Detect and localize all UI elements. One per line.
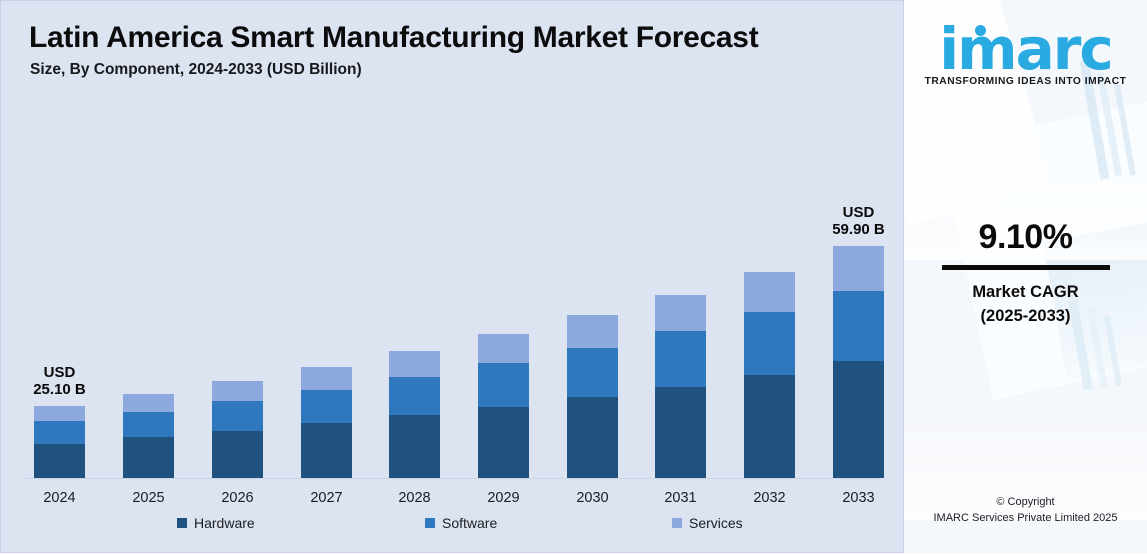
x-axis-label-2027: 2027 (310, 490, 343, 506)
stacked-bar[interactable] (389, 351, 440, 478)
legend-item-services[interactable]: Services (672, 515, 743, 531)
bar-group-2028: 2028 (389, 1, 440, 554)
bar-group-2027: 2027 (301, 1, 352, 554)
bar-segment-services-2027[interactable] (301, 366, 352, 390)
copyright-line-1: © Copyright (996, 496, 1055, 508)
x-axis-label-2024: 2024 (43, 490, 76, 506)
bar-segment-hardware-2029[interactable] (478, 406, 529, 478)
stacked-bar[interactable] (567, 314, 618, 478)
plot-area: 2024 USD 25.10 B 2025 2026 2027 2028 2029 2030 20… (1, 1, 905, 554)
chart-title: Latin America Smart Manufacturing Market… (29, 21, 759, 54)
bar-segment-services-2029[interactable] (478, 334, 529, 364)
stacked-bar[interactable] (212, 381, 263, 478)
copyright-line-2: IMARC Services Private Limited 2025 (933, 512, 1118, 524)
stacked-bar[interactable] (744, 271, 795, 478)
x-axis-label-2030: 2030 (576, 490, 609, 506)
bar-segment-hardware-2026[interactable] (212, 430, 263, 478)
bar-group-2024: 2024 USD 25.10 B (33, 1, 86, 554)
cagr-value: 9.10% (978, 218, 1073, 256)
cagr-divider (941, 265, 1110, 270)
value-label-amount: 59.90 B (832, 220, 885, 238)
x-axis-label-2026: 2026 (221, 490, 254, 506)
bar-group-2025: 2025 (123, 1, 174, 554)
background-artwork (904, 0, 1147, 553)
bar-segment-services-2028[interactable] (389, 351, 440, 377)
stacked-bar[interactable] (655, 294, 706, 478)
chart-subtitle: Size, By Component, 2024-2033 (USD Billi… (30, 61, 362, 78)
bar-segment-software-2033[interactable] (833, 291, 884, 362)
chart-legend: Hardware Software Services (1, 513, 905, 537)
value-label-2024: USD 25.10 B (4, 364, 115, 398)
bar-segment-software-2031[interactable] (655, 331, 706, 387)
stacked-bar[interactable] (301, 366, 352, 478)
brand-panel: imarc TRANSFORMING IDEAS INTO IMPACT 9.1… (904, 0, 1147, 553)
value-label-unit: USD (43, 364, 76, 382)
legend-label-software: Software (442, 515, 498, 531)
stacked-bar[interactable] (123, 394, 174, 478)
stacked-bar[interactable] (833, 245, 884, 478)
x-axis-label-2033: 2033 (842, 490, 875, 506)
cagr-period: (2025-2033) (980, 307, 1071, 325)
bar-segment-services-2032[interactable] (744, 271, 795, 313)
bar-segment-services-2030[interactable] (567, 314, 618, 348)
bar-group-2030: 2030 (567, 1, 618, 554)
bar-segment-services-2025[interactable] (123, 394, 174, 412)
legend-item-software[interactable]: Software (425, 515, 497, 531)
bar-segment-hardware-2033[interactable] (833, 361, 884, 478)
x-axis-line (25, 478, 881, 479)
stacked-bar[interactable] (34, 406, 85, 478)
x-axis-label-2031: 2031 (664, 490, 697, 506)
bar-group-2031: 2031 (655, 1, 706, 554)
legend-item-hardware[interactable]: Hardware (177, 515, 255, 531)
legend-swatch-hardware (177, 518, 187, 528)
bar-segment-software-2028[interactable] (389, 377, 440, 416)
chart-panel: Latin America Smart Manufacturing Market… (0, 0, 904, 553)
value-label-2033: USD 59.90 B (803, 204, 914, 238)
bar-segment-services-2026[interactable] (212, 381, 263, 402)
bar-segment-software-2027[interactable] (301, 389, 352, 424)
bar-segment-software-2029[interactable] (478, 363, 529, 407)
logo-tagline: TRANSFORMING IDEAS INTO IMPACT (924, 76, 1127, 87)
x-axis-label-2025: 2025 (132, 490, 165, 506)
cagr-block: 9.10% Market CAGR (2025-2033) (904, 218, 1147, 328)
bar-segment-hardware-2030[interactable] (567, 397, 618, 478)
bar-group-2033: 2033 USD 59.90 B (832, 1, 885, 554)
bar-segment-software-2030[interactable] (567, 347, 618, 398)
x-axis-label-2029: 2029 (487, 490, 520, 506)
bar-segment-services-2033[interactable] (833, 245, 884, 292)
bar-group-2029: 2029 (478, 1, 529, 554)
x-axis-label-2028: 2028 (398, 490, 431, 506)
logo-dot-icon (975, 25, 987, 36)
bar-segment-services-2024[interactable] (34, 406, 85, 422)
bar-segment-software-2032[interactable] (744, 312, 795, 375)
bar-segment-hardware-2028[interactable] (389, 415, 440, 478)
stacked-bar[interactable] (478, 334, 529, 478)
value-label-unit: USD (842, 203, 875, 221)
x-axis-label-2032: 2032 (753, 490, 786, 506)
bar-segment-hardware-2032[interactable] (744, 374, 795, 478)
bar-segment-software-2025[interactable] (123, 411, 174, 438)
legend-swatch-services (672, 518, 682, 528)
bar-segment-software-2026[interactable] (212, 401, 263, 431)
cagr-label: Market CAGR (972, 283, 1079, 301)
logo-wordmark: imarc (939, 15, 1113, 83)
value-label-amount: 25.10 B (33, 381, 86, 399)
bar-segment-hardware-2031[interactable] (655, 386, 706, 478)
legend-swatch-software (425, 518, 435, 528)
imarc-logo[interactable]: imarc TRANSFORMING IDEAS INTO IMPACT (904, 18, 1147, 87)
bar-segment-services-2031[interactable] (655, 294, 706, 332)
bar-segment-hardware-2024[interactable] (34, 443, 85, 478)
legend-label-services: Services (689, 515, 743, 531)
bar-group-2032: 2032 (744, 1, 795, 554)
bar-segment-software-2024[interactable] (34, 421, 85, 444)
bar-group-2026: 2026 (212, 1, 263, 554)
copyright-block: © Copyright IMARC Services Private Limit… (904, 494, 1147, 526)
legend-label-hardware: Hardware (194, 515, 255, 531)
bar-segment-hardware-2027[interactable] (301, 423, 352, 478)
bar-segment-hardware-2025[interactable] (123, 437, 174, 478)
